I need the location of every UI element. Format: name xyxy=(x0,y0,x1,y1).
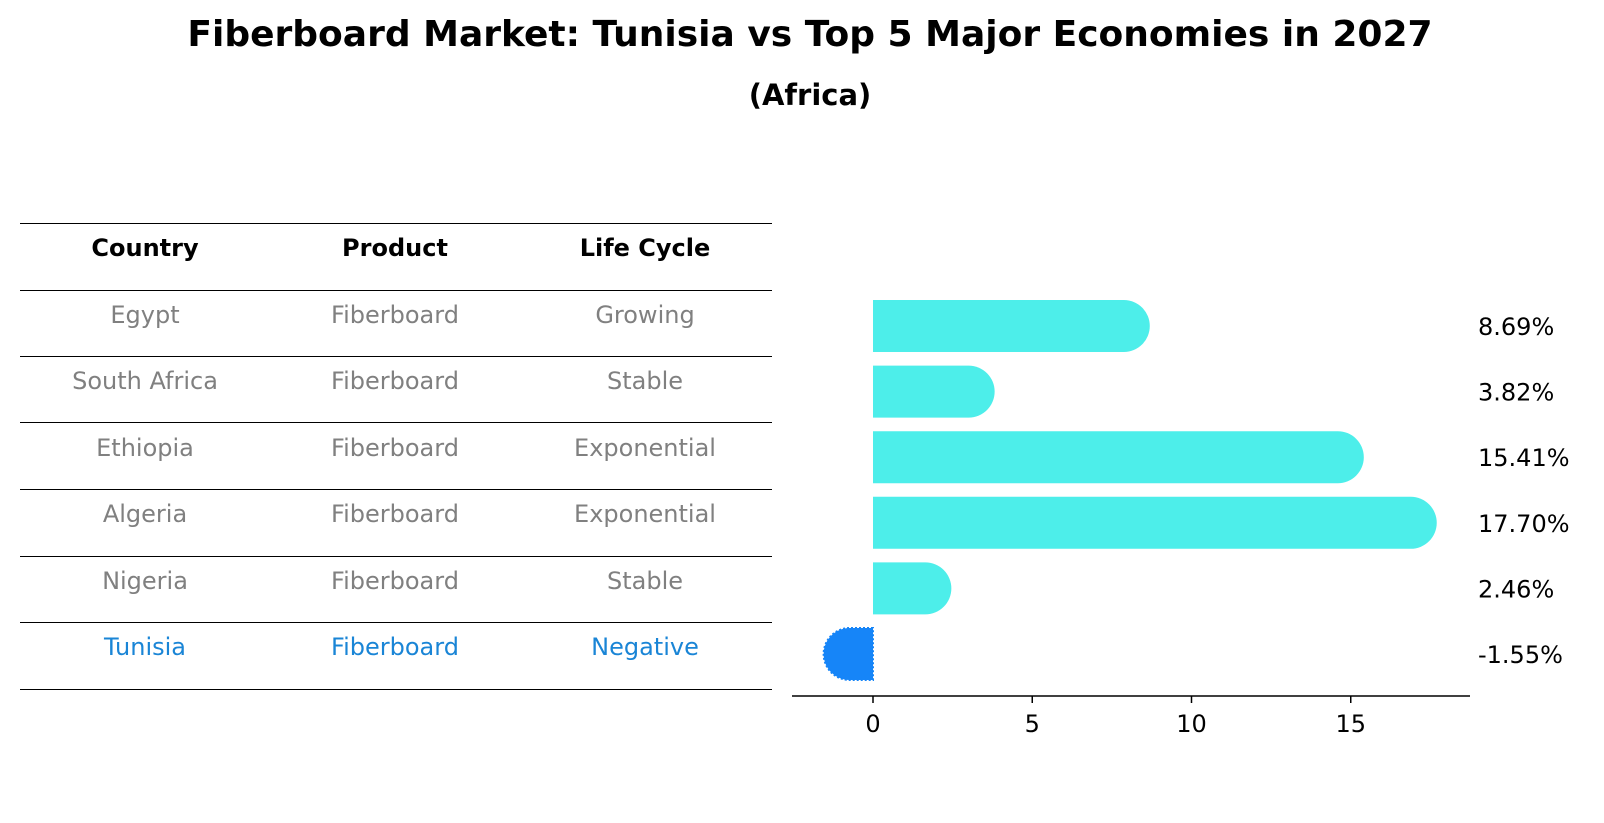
cell-country: Algeria xyxy=(102,500,188,528)
cell-life-cycle: Stable xyxy=(606,567,684,595)
value-label: 3.82% xyxy=(1478,379,1554,407)
table-rule xyxy=(20,422,772,423)
bar-ethiopia xyxy=(873,431,1364,484)
bar-south-africa xyxy=(873,365,995,418)
cell-life-cycle: Exponential xyxy=(574,500,716,528)
cell-life-cycle: Stable xyxy=(606,367,684,395)
cell-country: Ethiopia xyxy=(96,434,194,462)
table-rule xyxy=(20,223,772,224)
table-rule xyxy=(20,356,772,357)
cell-country: Tunisia xyxy=(104,633,186,661)
header-product: Product xyxy=(342,234,448,262)
cell-country: Nigeria xyxy=(102,567,188,595)
cell-life-cycle: Exponential xyxy=(574,434,716,462)
x-tick-label: 0 xyxy=(865,710,880,738)
bar-tunisia xyxy=(822,627,874,681)
cell-life-cycle: Negative xyxy=(591,633,699,661)
cell-product: Fiberboard xyxy=(331,367,459,395)
bar-egypt xyxy=(873,300,1150,352)
x-tick-label: 5 xyxy=(1025,710,1040,738)
bar-nigeria xyxy=(873,562,952,615)
cell-product: Fiberboard xyxy=(331,500,459,528)
value-label: 2.46% xyxy=(1478,575,1554,603)
value-label: 8.69% xyxy=(1478,313,1554,341)
header-life-cycle: Life Cycle xyxy=(579,234,711,262)
x-tick-label: 15 xyxy=(1335,710,1366,738)
cell-life-cycle: Growing xyxy=(595,301,695,329)
table-rule xyxy=(20,489,772,490)
table-rule xyxy=(20,689,772,690)
value-label: 17.70% xyxy=(1478,510,1570,538)
value-label: 15.41% xyxy=(1478,444,1570,472)
table-rule xyxy=(20,622,772,623)
cell-country: Egypt xyxy=(110,301,180,329)
cell-product: Fiberboard xyxy=(331,301,459,329)
x-tick-label: 10 xyxy=(1176,710,1207,738)
chart-subtitle: (Africa) xyxy=(748,78,872,112)
cell-product: Fiberboard xyxy=(331,434,459,462)
cell-product: Fiberboard xyxy=(331,567,459,595)
value-label: -1.55% xyxy=(1478,641,1563,669)
header-country: Country xyxy=(91,234,199,262)
table-rule xyxy=(20,290,772,291)
cell-country: South Africa xyxy=(72,367,218,395)
cell-product: Fiberboard xyxy=(331,633,459,661)
table-rule xyxy=(20,556,772,557)
bar-algeria xyxy=(873,496,1437,549)
chart-title: Fiberboard Market: Tunisia vs Top 5 Majo… xyxy=(187,14,1433,55)
